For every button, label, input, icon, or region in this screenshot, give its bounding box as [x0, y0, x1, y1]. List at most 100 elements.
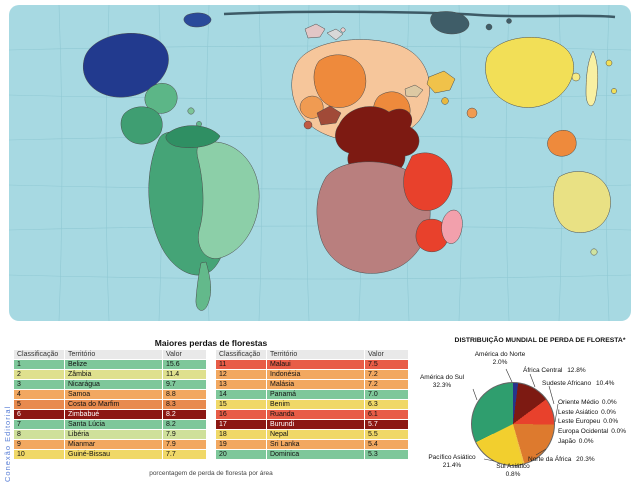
cell-rank: 1 [17, 361, 21, 368]
region-south-america-north [165, 125, 221, 148]
cell-value: 5.3 [364, 450, 408, 459]
cell-territory: Ruanda [266, 410, 364, 419]
table-row: 5 Costa do Marfim 8.3 [14, 400, 206, 409]
pie-label-pacifico-asiatico: Pacífico Asiático 21.4% [428, 454, 476, 470]
table-row: 11 Malaui 7.5 [216, 360, 408, 369]
col-value: Valor [364, 350, 408, 359]
cell-territory: Malaui [266, 360, 364, 369]
pie-leader-lines [472, 368, 559, 467]
table-row: 19 Sri Lanka 5.4 [216, 440, 408, 449]
cell-rank: 6 [17, 411, 21, 418]
cell-rank: 4 [17, 391, 21, 398]
region-east-asia-dot1 [605, 59, 613, 67]
region-west-africa-2 [303, 120, 313, 130]
cell-rank: 18 [219, 431, 227, 438]
pie-label-oriente-medio: Oriente Médio 0.0% [558, 399, 617, 406]
table-row: 2 Zâmbia 11.4 [14, 370, 206, 379]
cell-value: 8.2 [162, 410, 206, 419]
cell-territory: Indonésia [266, 370, 364, 379]
cell-rank: 20 [219, 451, 227, 458]
cell-territory: Nicarágua [64, 380, 162, 389]
region-southeast-africa-1 [403, 152, 453, 211]
table-row: 13 Malásia 7.2 [216, 380, 408, 389]
tables-footnote: porcentagem de perda de floresta por áre… [149, 470, 273, 477]
cell-territory: Costa do Marfim [64, 400, 162, 409]
cell-territory: Sri Lanka [266, 440, 364, 449]
table-row: 17 Burundi 5.7 [216, 420, 408, 429]
loss-table-1: Classificação Território Valor 1 Belize 15… [14, 350, 206, 459]
pie-label-sul-asiatico: Sul Asiático 0.8% [496, 463, 530, 479]
pie-label-america-do-norte: América do Norte 2.0% [474, 351, 526, 367]
region-europe-1 [304, 23, 326, 39]
table-row: 14 Panamá 7.0 [216, 390, 408, 399]
pie-label-europa-ocidental: Europa Ocidental 0.0% [558, 427, 627, 435]
cell-territory: Guiné-Bissau [64, 450, 162, 459]
cell-value: 6.3 [364, 400, 408, 409]
cell-territory: Malásia [266, 380, 364, 389]
cell-territory: Panamá [266, 390, 364, 399]
cartogram-container [8, 4, 632, 322]
cell-rank: 7 [17, 421, 21, 428]
table-body: 11 Malaui 7.5 12 Indonésia 7.2 13 Malásia 7.2 14 P… [216, 360, 408, 459]
cell-value: 11.4 [162, 370, 206, 379]
pie-label-africa-central: África Central 12.8% [523, 367, 586, 374]
tables-title: Maiores perdas de florestas [154, 338, 268, 348]
cell-territory: Nepal [266, 430, 364, 439]
col-value: Valor [162, 350, 206, 359]
table-header: Classificação Território Valor [14, 350, 206, 359]
table-row: 15 Benim 6.3 [216, 400, 408, 409]
region-indonesia [313, 54, 367, 108]
table-row: 7 Santa Lúcia 8.2 [14, 420, 206, 429]
cell-territory: Burundi [266, 420, 364, 429]
cell-rank: 3 [17, 381, 21, 388]
cell-value: 5.5 [364, 430, 408, 439]
region-korea [571, 72, 581, 82]
col-territory: Território [266, 350, 364, 359]
cell-territory: Libéria [64, 430, 162, 439]
cell-value: 5.7 [364, 420, 408, 429]
table-row: 18 Nepal 5.5 [216, 430, 408, 439]
cell-territory: Mianmar [64, 440, 162, 449]
pie-title: DISTRIBUIÇÃO MUNDIAL DE PERDA DE FLOREST… [454, 337, 626, 344]
region-siberia-blob [430, 11, 470, 35]
col-rank: Classificação [17, 351, 59, 358]
cell-rank: 17 [219, 421, 227, 428]
cell-rank: 5 [17, 401, 21, 408]
table-row: 4 Samoa 8.8 [14, 390, 206, 399]
table-row: 12 Indonésia 7.2 [216, 370, 408, 379]
col-territory: Território [64, 350, 162, 359]
pie-label-leste-asiatico: Leste Asiático 0.0% [558, 408, 616, 416]
region-east-asia-dot2 [611, 88, 617, 94]
pie-labels-zero-group: Oriente Médio 0.0% Leste Asiático 0.0% Les… [558, 399, 626, 447]
table-row: 10 Guiné-Bissau 7.7 [14, 450, 206, 459]
table-row: 1 Belize 15.6 [14, 360, 206, 369]
region-northern-africa [316, 161, 431, 274]
cell-value: 15.6 [162, 360, 206, 369]
cell-rank: 19 [219, 441, 227, 448]
region-south-asia [426, 70, 456, 94]
pie-label-japao: Japão 0.0% [558, 437, 594, 445]
region-new-zealand [590, 248, 598, 256]
cell-territory: Santa Lúcia [64, 420, 162, 429]
cell-value: 8.3 [162, 400, 206, 409]
pie-label-sudeste-africano: Sudeste Africano 10.4% [542, 380, 615, 387]
cell-rank: 10 [17, 451, 25, 458]
cell-territory: Belize [64, 360, 162, 369]
region-greenland [183, 12, 212, 28]
col-rank: Classificação [219, 351, 261, 358]
cell-value: 7.9 [162, 430, 206, 439]
cell-rank: 9 [17, 441, 21, 448]
cell-value: 7.2 [364, 370, 408, 379]
cell-territory: Zimbabué [64, 410, 162, 419]
cell-territory: Samoa [64, 390, 162, 399]
watermark: Conexão Editorial [3, 405, 12, 482]
pie-label-norte-da-africa: Norte da África 20.3% [528, 456, 595, 463]
loss-table-2: Classificação Território Valor 11 Malaui 7… [216, 350, 408, 459]
cell-value: 7.9 [162, 440, 206, 449]
region-middle-east [404, 84, 424, 98]
table-row: 20 Dominica 5.3 [216, 450, 408, 459]
region-north-america [82, 33, 169, 98]
cell-rank: 8 [17, 431, 21, 438]
region-caribbean-1 [187, 107, 195, 115]
region-madagascar [441, 209, 463, 244]
